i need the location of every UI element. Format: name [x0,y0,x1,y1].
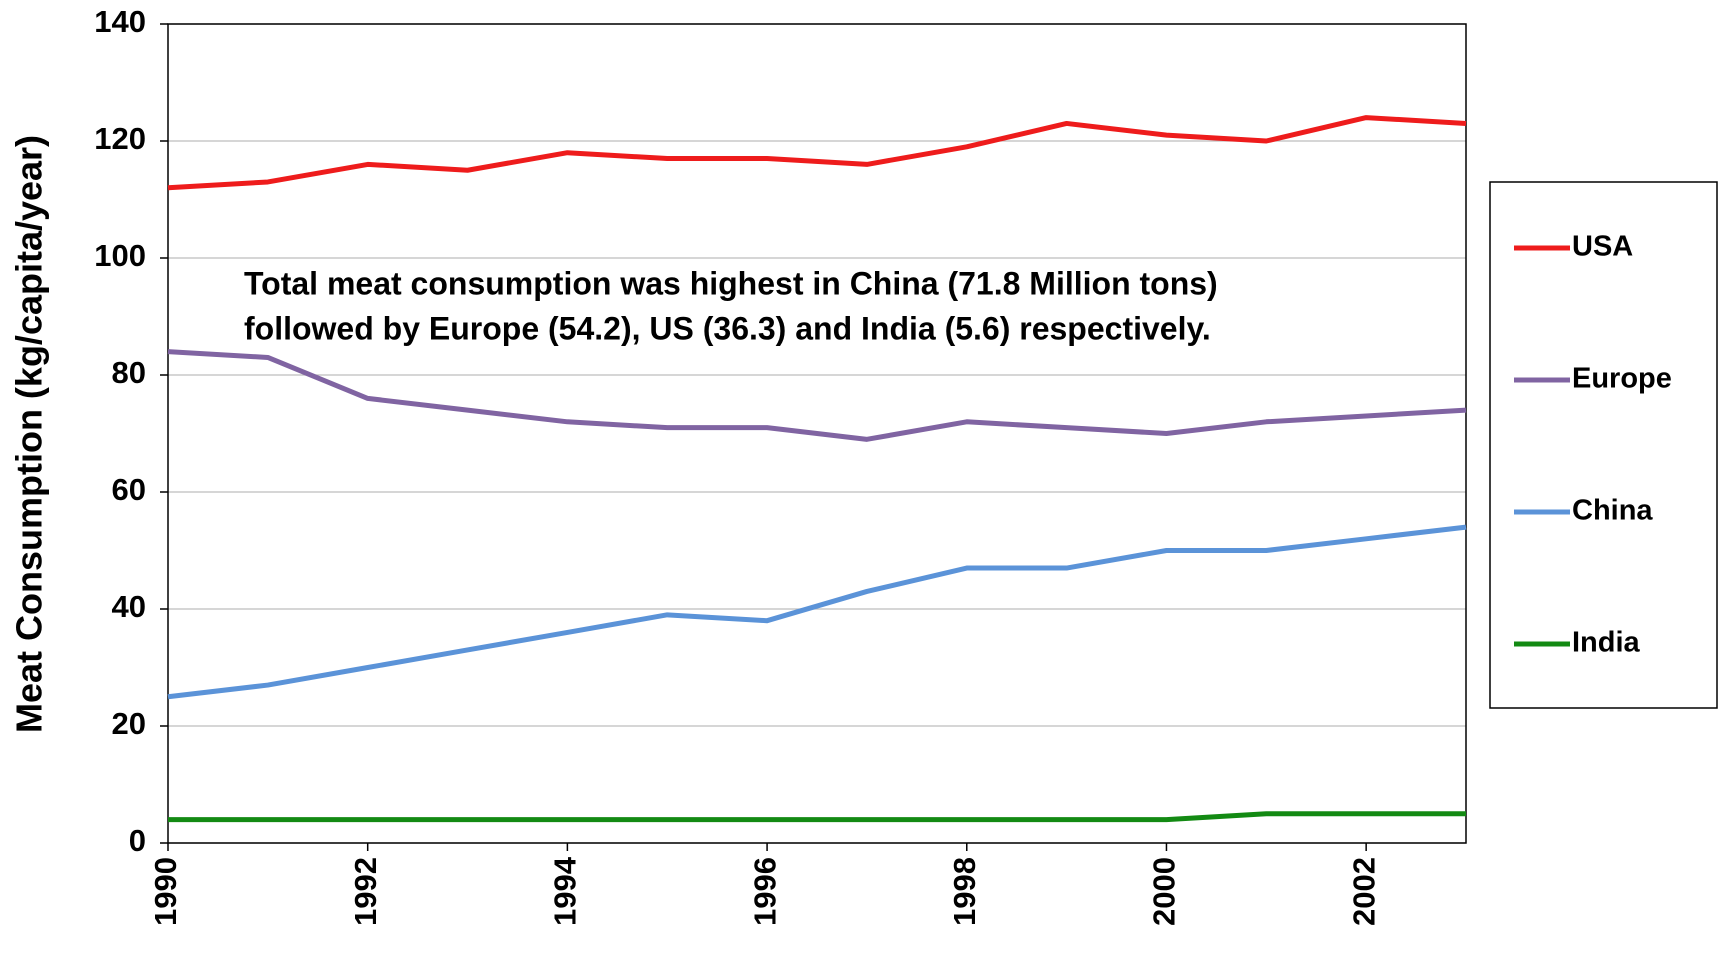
y-tick-label: 140 [94,4,146,39]
y-tick-label: 0 [129,823,146,858]
series-line [168,811,1466,823]
series-line [167,349,1467,442]
legend-label: Europe [1572,363,1672,395]
series-line [167,115,1467,191]
y-tick-label: 80 [112,355,146,390]
y-tick-label: 100 [94,238,146,273]
y-tick-label: 40 [112,589,146,624]
x-tick-label: 1994 [548,856,583,926]
y-tick-label: 120 [94,121,146,156]
legend-label: USA [1572,231,1633,263]
legend-label: India [1572,627,1641,659]
series-line [167,524,1467,700]
plot-frame [167,23,1467,844]
y-tick-label: 20 [112,706,146,741]
x-tick-label: 1990 [148,857,183,926]
legend-box [1489,181,1718,709]
legend-label: China [1572,495,1653,527]
x-tick-label: 2002 [1346,857,1381,926]
y-axis-label: Meat Consumption (kg/capita/year) [9,135,50,733]
annotation: Total meat consumption was highest in Ch… [244,265,1218,301]
x-tick-label: 2000 [1147,857,1182,926]
x-tick-label: 1996 [747,857,782,926]
x-tick-label: 1992 [348,857,383,926]
annotation: followed by Europe (54.2), US (36.3) and… [244,310,1211,346]
y-tick-label: 60 [112,472,146,507]
x-tick-label: 1998 [947,857,982,926]
